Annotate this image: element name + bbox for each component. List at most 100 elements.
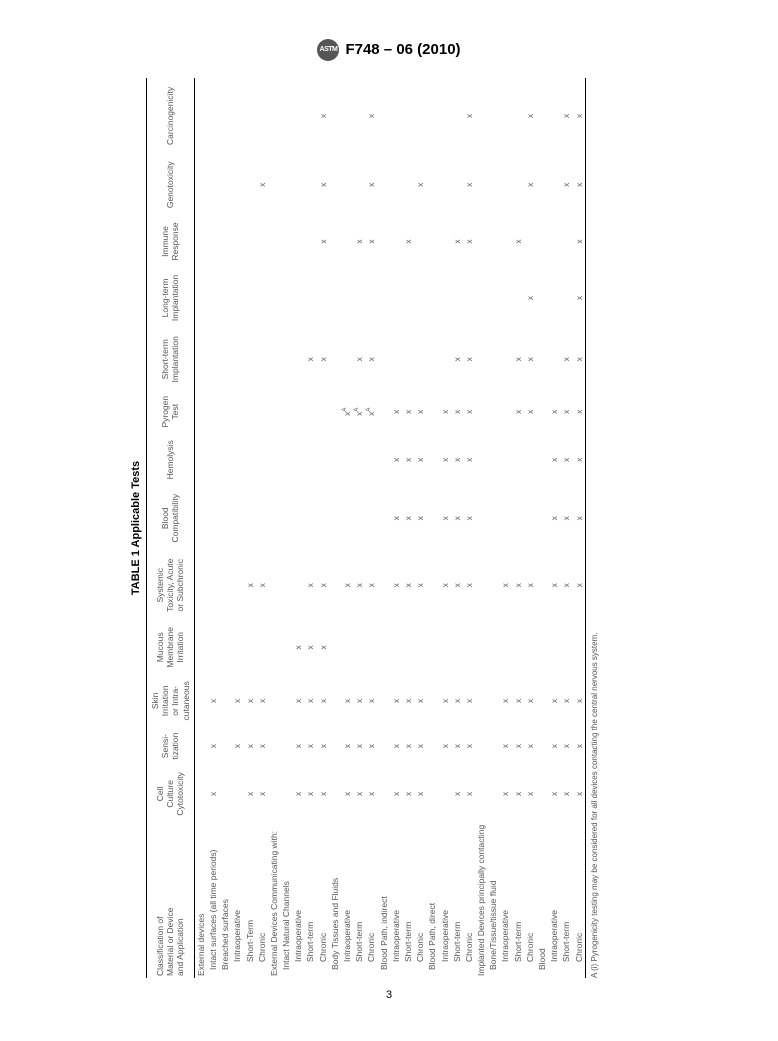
table-row: Intraoperativexxxx [292, 78, 304, 978]
cell-mark: x [402, 675, 414, 728]
cell-mark [487, 329, 499, 390]
cell-mark: x [499, 675, 511, 728]
cell-mark [402, 267, 414, 328]
cell-mark [244, 433, 256, 486]
cell-mark: x [524, 154, 536, 216]
cell-mark [341, 486, 353, 550]
cell-mark [194, 78, 207, 154]
cell-mark [207, 620, 219, 674]
cell-mark: x [207, 675, 219, 728]
cell-mark: x [560, 390, 572, 433]
cell-mark: x [402, 550, 414, 620]
cell-mark [219, 267, 231, 328]
cell-mark: x [573, 216, 586, 268]
cell-mark: x [244, 550, 256, 620]
cell-mark [231, 765, 243, 823]
cell-mark [292, 329, 304, 390]
header-inner: ASTM F748 – 06 (2010) [317, 39, 460, 61]
cell-mark [426, 620, 438, 674]
cell-mark: x [414, 486, 426, 550]
cell-mark: x [414, 550, 426, 620]
cell-mark: x [548, 550, 560, 620]
cell-mark [280, 486, 292, 550]
cell-mark [341, 154, 353, 216]
table-row: Intact surfaces (all time periods)xxx [207, 78, 219, 978]
cell-mark: x [365, 216, 377, 268]
cell-mark [329, 154, 341, 216]
cell-mark: x [231, 675, 243, 728]
cell-mark [548, 329, 560, 390]
row-label: Short-term [512, 823, 524, 978]
cell-mark [268, 620, 280, 674]
table-row: ChronicxxxxxAxxxx [365, 78, 377, 978]
cell-mark [317, 486, 329, 550]
col-header: Hemolysis [147, 433, 195, 486]
cell-mark [329, 390, 341, 433]
cell-mark: x [256, 727, 268, 765]
cell-mark [414, 267, 426, 328]
cell-mark [378, 329, 390, 390]
cell-mark: x [573, 433, 586, 486]
cell-mark: x [451, 727, 463, 765]
cell-mark [256, 267, 268, 328]
cell-mark [219, 78, 231, 154]
row-label: External Devices Communicating with: [268, 823, 280, 978]
cell-mark: x [304, 765, 316, 823]
cell-mark: x [292, 620, 304, 674]
cell-mark: x [256, 765, 268, 823]
cell-mark [402, 78, 414, 154]
cell-mark [231, 216, 243, 268]
cell-mark [304, 154, 316, 216]
cell-mark [304, 390, 316, 433]
cell-mark: x [414, 765, 426, 823]
cell-mark [536, 329, 548, 390]
cell-mark [353, 78, 365, 154]
astm-logo-icon: ASTM [317, 39, 339, 61]
cell-mark: x [292, 765, 304, 823]
cell-mark [402, 329, 414, 390]
cell-mark [244, 390, 256, 433]
cell-mark [231, 390, 243, 433]
cell-mark: x [573, 675, 586, 728]
cell-mark: x [463, 216, 475, 268]
cell-mark [329, 329, 341, 390]
cell-mark: x [573, 78, 586, 154]
cell-mark: x [402, 486, 414, 550]
cell-mark [244, 329, 256, 390]
cell-mark: x [402, 765, 414, 823]
cell-mark [268, 433, 280, 486]
cell-mark [194, 550, 207, 620]
cell-mark [304, 267, 316, 328]
cell-mark: xA [341, 390, 353, 433]
cell-mark [353, 486, 365, 550]
cell-mark [499, 433, 511, 486]
cell-mark: x [414, 154, 426, 216]
cell-mark [194, 267, 207, 328]
table-row: Intact Natural Channels [280, 78, 292, 978]
row-label: Blood Path, direct [426, 823, 438, 978]
col-header: SystemicToxicity, Acuteor Subchronic [147, 550, 195, 620]
cell-mark: x [292, 675, 304, 728]
cell-mark [512, 486, 524, 550]
cell-mark: x [402, 727, 414, 765]
cell-mark [341, 620, 353, 674]
table-row: Short-termxxxxxAxx [353, 78, 365, 978]
cell-mark [439, 154, 451, 216]
cell-mark [426, 390, 438, 433]
cell-mark [268, 267, 280, 328]
col-header: MucousMembraneIrritation [147, 620, 195, 674]
cell-mark [402, 154, 414, 216]
cell-mark: x [353, 550, 365, 620]
cell-mark [329, 675, 341, 728]
cell-mark: x [512, 390, 524, 433]
col-header: Genotoxicity [147, 154, 195, 216]
table-row: Intraoperativexxxxxx [439, 78, 451, 978]
cell-mark: x [573, 550, 586, 620]
row-label: Intraoperative [341, 823, 353, 978]
cell-mark [317, 267, 329, 328]
row-label: Short-Term [244, 823, 256, 978]
cell-mark [219, 550, 231, 620]
cell-mark: x [207, 727, 219, 765]
cell-mark: x [560, 78, 572, 154]
cell-mark [292, 267, 304, 328]
